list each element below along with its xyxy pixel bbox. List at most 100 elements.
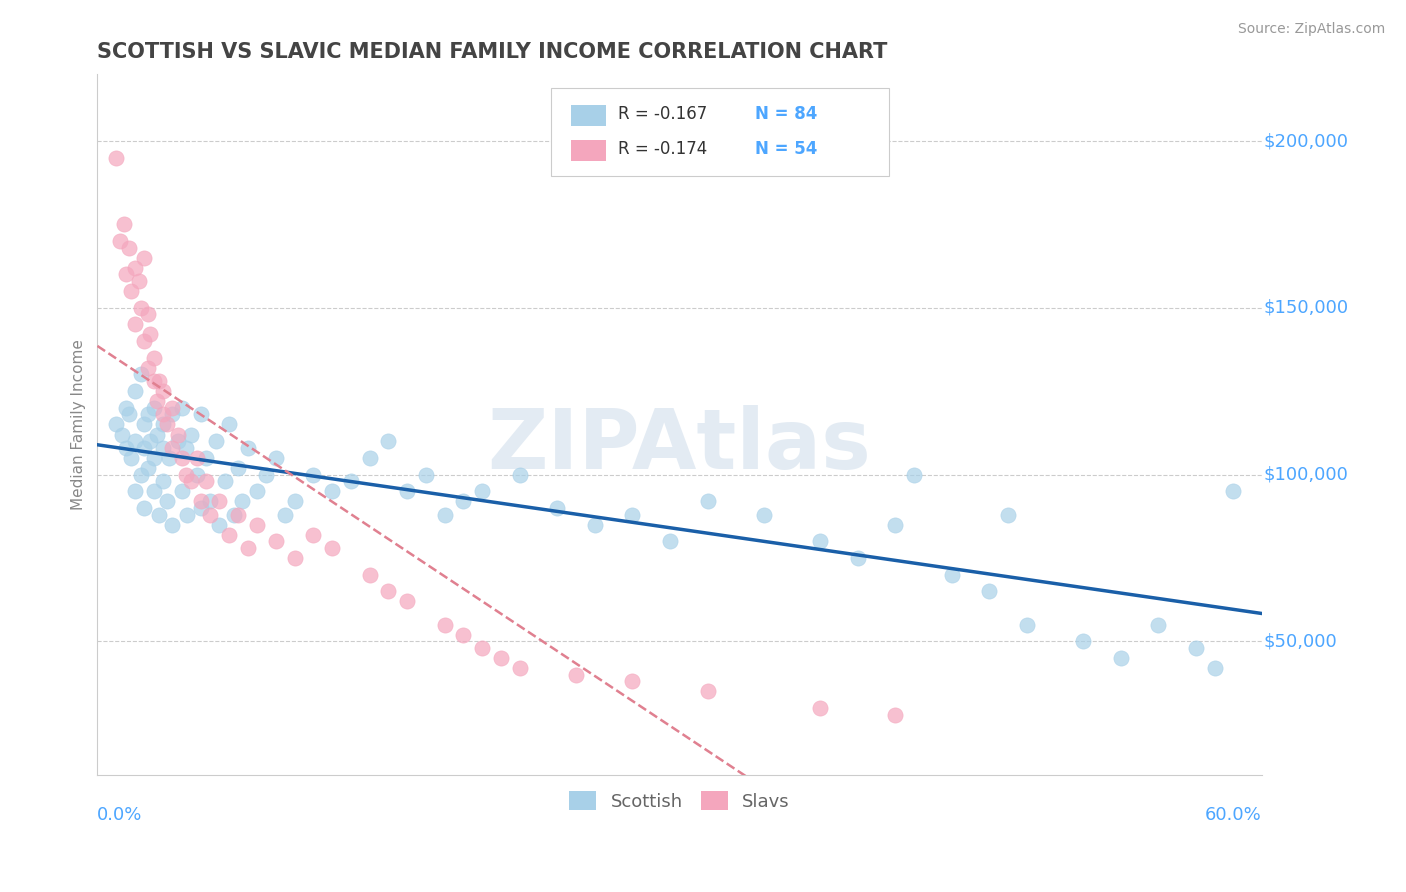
Slavs (112, 218, 135, 232)
Scottish (134, 500, 156, 515)
Y-axis label: Median Family Income: Median Family Income (72, 339, 86, 510)
Slavs (696, 684, 718, 698)
Scottish (246, 484, 269, 499)
Scottish (167, 434, 190, 449)
Slavs (129, 301, 152, 315)
Legend: Scottish, Slavs: Scottish, Slavs (562, 784, 797, 818)
Scottish (659, 534, 682, 549)
Slavs (174, 467, 197, 482)
Scottish (274, 508, 297, 522)
Scottish (148, 508, 170, 522)
Scottish (134, 441, 156, 455)
Scottish (226, 460, 249, 475)
Scottish (903, 467, 925, 482)
Slavs (124, 260, 146, 275)
Scottish (152, 474, 174, 488)
Slavs (152, 408, 174, 422)
Slavs (128, 274, 150, 288)
Scottish (170, 484, 193, 499)
Slavs (246, 517, 269, 532)
Scottish (190, 408, 212, 422)
Scottish (142, 401, 165, 415)
Slavs (167, 427, 190, 442)
Scottish (218, 417, 240, 432)
Scottish (302, 467, 325, 482)
Slavs (884, 707, 907, 722)
Slavs (509, 661, 531, 675)
Scottish (808, 534, 831, 549)
Slavs (136, 360, 159, 375)
Scottish (142, 484, 165, 499)
Scottish (146, 427, 169, 442)
Text: $100,000: $100,000 (1264, 466, 1348, 483)
Scottish (156, 494, 179, 508)
Scottish (433, 508, 456, 522)
Slavs (142, 374, 165, 388)
Scottish (190, 500, 212, 515)
Slavs (105, 151, 128, 165)
Slavs (283, 550, 305, 565)
Scottish (1204, 661, 1226, 675)
Scottish (752, 508, 775, 522)
Scottish (1184, 640, 1206, 655)
Scottish (139, 434, 162, 449)
Slavs (302, 527, 325, 541)
Scottish (231, 494, 253, 508)
Scottish (264, 450, 287, 465)
Scottish (186, 467, 208, 482)
Scottish (124, 384, 146, 399)
Slavs (118, 241, 141, 255)
Text: R = -0.167: R = -0.167 (617, 105, 707, 123)
Text: 0.0%: 0.0% (97, 806, 143, 824)
Slavs (264, 534, 287, 549)
Text: $50,000: $50,000 (1264, 632, 1337, 650)
Slavs (139, 327, 162, 342)
Scottish (180, 427, 202, 442)
Slavs (148, 374, 170, 388)
Text: Source: ZipAtlas.com: Source: ZipAtlas.com (1237, 22, 1385, 37)
Scottish (696, 494, 718, 508)
Scottish (129, 368, 152, 382)
Scottish (152, 441, 174, 455)
Scottish (359, 450, 381, 465)
Scottish (471, 484, 494, 499)
Slavs (120, 284, 142, 298)
Scottish (134, 417, 156, 432)
Scottish (396, 484, 419, 499)
Scottish (583, 517, 606, 532)
Scottish (114, 401, 136, 415)
Slavs (146, 394, 169, 409)
Scottish (198, 494, 221, 508)
Slavs (186, 450, 208, 465)
Scottish (979, 584, 1001, 599)
Scottish (546, 500, 568, 515)
Text: R = -0.174: R = -0.174 (617, 140, 707, 159)
Slavs (433, 617, 456, 632)
Slavs (471, 640, 494, 655)
Slavs (565, 667, 588, 681)
Slavs (195, 474, 218, 488)
Scottish (214, 474, 236, 488)
Scottish (176, 508, 198, 522)
Slavs (396, 594, 419, 608)
Scottish (321, 484, 343, 499)
Scottish (204, 434, 226, 449)
Slavs (808, 701, 831, 715)
Slavs (124, 318, 146, 332)
Scottish (621, 508, 644, 522)
Scottish (997, 508, 1019, 522)
Scottish (453, 494, 475, 508)
FancyBboxPatch shape (571, 104, 606, 126)
Scottish (1109, 651, 1132, 665)
Scottish (124, 484, 146, 499)
Text: SCOTTISH VS SLAVIC MEDIAN FAMILY INCOME CORRELATION CHART: SCOTTISH VS SLAVIC MEDIAN FAMILY INCOME … (97, 42, 887, 62)
Text: $150,000: $150,000 (1264, 299, 1348, 317)
Slavs (226, 508, 249, 522)
Slavs (156, 417, 179, 432)
Scottish (1015, 617, 1038, 632)
Scottish (846, 550, 869, 565)
Scottish (1222, 484, 1244, 499)
Scottish (136, 408, 159, 422)
Scottish (1147, 617, 1170, 632)
Slavs (359, 567, 381, 582)
